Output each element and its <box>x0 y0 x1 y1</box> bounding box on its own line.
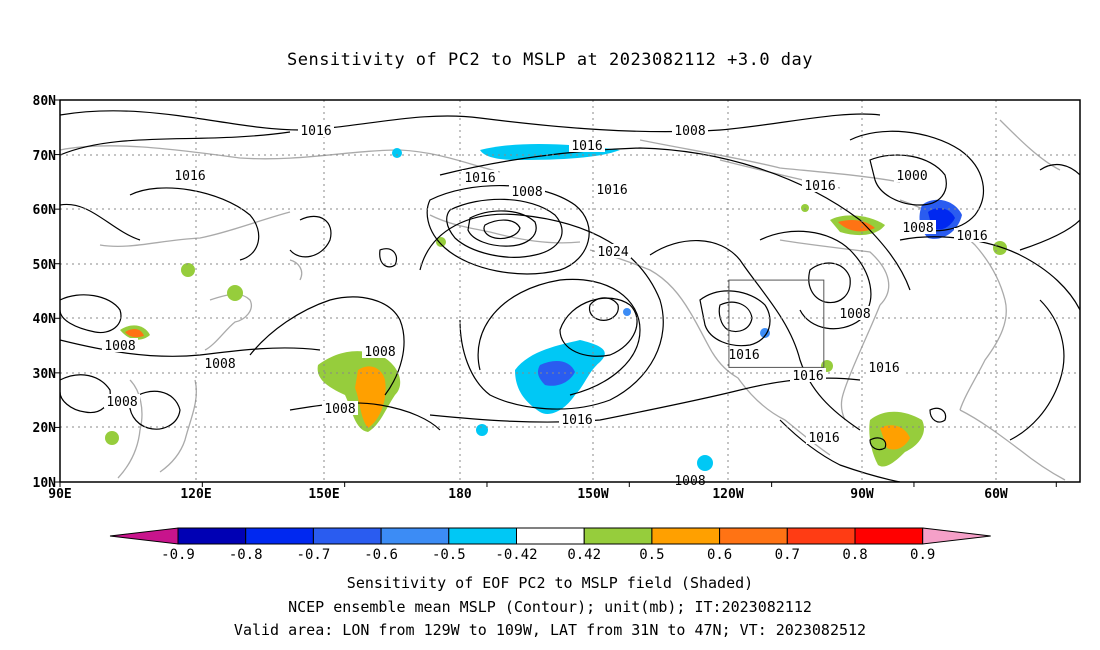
contour-label: 1008 <box>324 402 355 417</box>
colorbar-tick-label: -0.42 <box>495 547 537 563</box>
contour-label: 1008 <box>106 395 137 410</box>
colorbar-segment <box>516 527 585 545</box>
caption-line-3: Valid area: LON from 129W to 109W, LAT f… <box>233 621 867 639</box>
colorbar: -0.9 -0.8 -0.7 -0.6 -0.5 -0.42 0.42 0.5 0.6 0.7 0.… <box>109 527 991 563</box>
map-title: Sensitivity of PC2 to MSLP at 2023082112… <box>286 50 813 70</box>
contour-label: 1016 <box>728 348 759 363</box>
contour-label: 1008 <box>511 185 542 200</box>
contour-label: 1008 <box>104 339 135 354</box>
colorbar-segment <box>719 527 788 545</box>
caption-line-1: Sensitivity of EOF PC2 to MSLP field (Sh… <box>346 574 754 592</box>
lon-label: 120E <box>180 487 211 502</box>
axis-ticks <box>55 99 1057 487</box>
colorbar-tick-label: 0.7 <box>775 547 800 563</box>
colorbar-segment <box>380 527 450 545</box>
contour-label: 1016 <box>808 431 839 446</box>
lon-label: 90E <box>48 487 71 502</box>
lon-labels: 90E 120E 150E 180 150W 120W 90W 60W <box>48 487 1008 502</box>
colorbar-tick-label: 0.42 <box>567 547 601 563</box>
contour-label: 1008 <box>204 357 235 372</box>
lat-label: 40N <box>33 312 57 327</box>
colorbar-segment <box>448 527 517 545</box>
colorbar-high-end <box>922 527 991 545</box>
colorbar-tick-label: -0.8 <box>229 547 263 563</box>
contour-label: 1008 <box>364 345 395 360</box>
contour-label: 1008 <box>839 307 870 322</box>
contour-labels: 1016 1008 1016 1016 1008 1016 1016 1000 1016 1008… <box>102 123 990 489</box>
colorbar-segment <box>177 527 247 545</box>
lon-label: 150E <box>308 487 339 502</box>
lat-labels: 80N 70N 60N 50N 40N 30N 20N 10N <box>33 94 57 491</box>
contour-label: 1008 <box>674 124 705 139</box>
lat-label: 10N <box>33 476 57 491</box>
contour-label: 1016 <box>300 124 331 139</box>
colorbar-tick-label: 0.8 <box>842 547 867 563</box>
colorbar-segment <box>245 527 314 545</box>
lon-label: 150W <box>577 487 608 502</box>
colorbar-low-end <box>109 527 179 545</box>
colorbar-segment <box>651 527 721 545</box>
colorbar-tick-label: -0.6 <box>364 547 398 563</box>
contour-label: 1008 <box>902 221 933 236</box>
lat-label: 30N <box>33 367 57 382</box>
contour-label: 1024 <box>597 245 628 260</box>
contour-label: 1016 <box>868 361 899 376</box>
map-frame <box>59 99 1081 483</box>
colorbar-segment <box>583 527 653 545</box>
mslp-contours <box>60 110 1080 482</box>
contour-label: 1016 <box>804 179 835 194</box>
contour-label: 1016 <box>571 139 602 154</box>
lat-label: 60N <box>33 203 57 218</box>
contour-label: 1016 <box>174 169 205 184</box>
contour-label: 1016 <box>561 413 592 428</box>
contour-label: 1016 <box>464 171 495 186</box>
colorbar-tick-label: -0.7 <box>297 547 331 563</box>
lon-label: 60W <box>984 487 1008 502</box>
lat-label: 80N <box>33 94 57 109</box>
lat-label: 70N <box>33 149 57 164</box>
colorbar-segment <box>854 527 924 545</box>
contour-label: 1016 <box>792 369 823 384</box>
lon-label: 180 <box>448 487 472 502</box>
colorbar-tick-label: -0.5 <box>432 547 466 563</box>
colorbar-segment <box>786 527 856 545</box>
contour-label: 1000 <box>896 169 927 184</box>
colorbar-tick-label: 0.6 <box>707 547 732 563</box>
colorbar-tick-label: 0.9 <box>910 547 935 563</box>
lat-label: 20N <box>33 421 57 436</box>
contour-label: 1016 <box>956 229 987 244</box>
valid-area-box <box>728 279 825 368</box>
lat-label: 50N <box>33 258 57 273</box>
lon-label: 120W <box>712 487 743 502</box>
colorbar-segment <box>312 527 382 545</box>
colorbar-tick-label: 0.5 <box>639 547 664 563</box>
colorbar-tick-label: -0.9 <box>161 547 195 563</box>
caption-line-2: NCEP ensemble mean MSLP (Contour); unit(… <box>288 598 812 616</box>
contour-label: 1016 <box>596 183 627 198</box>
lon-label: 90W <box>850 487 874 502</box>
